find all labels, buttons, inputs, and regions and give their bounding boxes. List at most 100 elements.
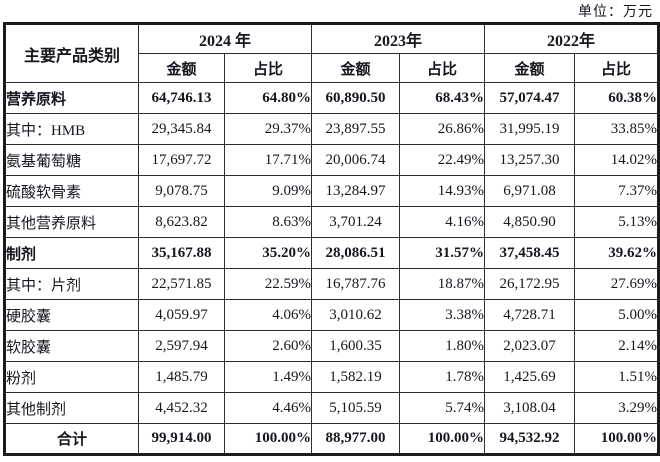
ratio-2022: 39.62% [574,237,660,269]
row-label: 其他营养原料 [4,206,139,238]
ratio-2023: 3.38% [399,299,486,331]
table-row-preparations: 制剂 35,167.88 35.20% 28,086.51 31.57% 37,… [4,237,660,269]
row-label: 氨基葡萄糖 [4,144,139,176]
ratio-2023: 26.86% [399,113,486,145]
amount-2022: 1,425.69 [484,361,576,393]
ratio-2023: 68.43% [399,82,486,114]
amount-2022: 3,108.04 [484,392,576,424]
amount-2023: 28,086.51 [311,237,401,269]
year-header-2024: 2024 年 [137,23,313,54]
amount-2024: 8,623.82 [138,206,225,238]
ratio-2023: 31.57% [399,237,486,269]
amount-2023: 23,897.55 [311,113,401,145]
unit-label: 单位：万元 [578,5,653,20]
ratio-2022: 14.02% [574,144,660,176]
amount-2023: 88,977.00 [311,423,401,455]
amount-2024: 99,914.00 [138,423,225,455]
amount-2022: 31,995.19 [484,113,576,145]
amount-2023: 16,787.76 [311,268,401,300]
amount-2022: 4,850.90 [484,206,576,238]
ratio-2023: 22.49% [399,144,486,176]
amount-2022: 57,074.47 [484,82,576,114]
ratio-2024: 64.80% [223,82,313,114]
ratio-2022: 5.13% [574,206,660,238]
amount-2023: 20,006.74 [311,144,401,176]
amount-2024: 22,571.85 [138,268,225,300]
category-header: 主要产品类别 [4,23,139,83]
table-row-other-nutrition-materials: 其他营养原料 8,623.82 8.63% 3,701.24 4.16% 4,8… [4,206,660,238]
amount-2024: 64,746.13 [138,82,225,114]
ratio-2023: 100.00% [399,423,486,455]
ratio-2022: 1.51% [574,361,660,393]
amount-2022: 13,257.30 [484,144,576,176]
table-row-tablets: 其中：片剂 22,571.85 22.59% 16,787.76 18.87% … [4,268,660,300]
product-revenue-table: 主要产品类别 2024 年 2023年 2022年 金额 占比 金额 占比 金额… [3,22,660,456]
ratio-2023: 1.80% [399,330,486,362]
ratio-2022: 100.00% [574,423,660,455]
ratio-2024: 35.20% [223,237,313,269]
table-row-hmb: 其中：HMB 29,345.84 29.37% 23,897.55 26.86%… [4,113,660,145]
row-label: 制剂 [4,237,139,269]
ratio-2024: 9.09% [223,175,313,207]
row-label: 粉剂 [4,361,139,393]
ratio-2024: 4.06% [223,299,313,331]
amount-2023: 60,890.50 [311,82,401,114]
table-row-chondroitin-sulfate: 硫酸软骨素 9,078.75 9.09% 13,284.97 14.93% 6,… [4,175,660,207]
amount-2024: 2,597.94 [138,330,225,362]
ratio-2022: 60.38% [574,82,660,114]
ratio-2023: 18.87% [399,268,486,300]
ratio-2023: 1.78% [399,361,486,393]
ratio-2024: 100.00% [223,423,313,455]
table-row-other-preparations: 其他制剂 4,452.32 4.46% 5,105.59 5.74% 3,108… [4,392,660,424]
amount-2022: 4,728.71 [484,299,576,331]
table-row-total: 合计 99,914.00 100.00% 88,977.00 100.00% 9… [4,423,660,455]
amount-2023: 3,010.62 [311,299,401,331]
year-header-2022: 2022年 [484,23,660,54]
amount-2022: 37,458.45 [484,237,576,269]
ratio-2023: 4.16% [399,206,486,238]
amount-2023: 1,600.35 [311,330,401,362]
year-header-2023: 2023年 [311,23,486,54]
ratio-2024: 22.59% [223,268,313,300]
ratio-2022: 27.69% [574,268,660,300]
amount-2022: 26,172.95 [484,268,576,300]
row-label: 硬胶囊 [4,299,139,331]
ratio-2024: 4.46% [223,392,313,424]
row-label: 其中：HMB [4,113,139,145]
amount-2024: 1,485.79 [138,361,225,393]
ratio-2024: 29.37% [223,113,313,145]
ratio-2022: 33.85% [574,113,660,145]
table-row-hard-capsules: 硬胶囊 4,059.97 4.06% 3,010.62 3.38% 4,728.… [4,299,660,331]
ratio-2023: 14.93% [399,175,486,207]
ratio-2024: 17.71% [223,144,313,176]
ratio-2023: 5.74% [399,392,486,424]
ratio-2024: 2.60% [223,330,313,362]
row-label: 合计 [4,423,139,455]
amount-2022: 94,532.92 [484,423,576,455]
amount-header-2024: 金额 [138,53,225,83]
ratio-header-2024: 占比 [223,53,313,83]
row-label: 硫酸软骨素 [4,175,139,207]
amount-2024: 4,059.97 [138,299,225,331]
table-row-nutrition-materials: 营养原料 64,746.13 64.80% 60,890.50 68.43% 5… [4,82,660,114]
amount-header-2022: 金额 [484,53,576,83]
ratio-2022: 3.29% [574,392,660,424]
table-row-soft-capsules: 软胶囊 2,597.94 2.60% 1,600.35 1.80% 2,023.… [4,330,660,362]
amount-2024: 17,697.72 [138,144,225,176]
ratio-header-2023: 占比 [399,53,486,83]
ratio-2022: 2.14% [574,330,660,362]
amount-2024: 35,167.88 [138,237,225,269]
ratio-2022: 7.37% [574,175,660,207]
amount-2023: 13,284.97 [311,175,401,207]
amount-2022: 6,971.08 [484,175,576,207]
table-row-glucosamine: 氨基葡萄糖 17,697.72 17.71% 20,006.74 22.49% … [4,144,660,176]
row-label: 营养原料 [4,82,139,114]
ratio-2022: 5.00% [574,299,660,331]
amount-2024: 29,345.84 [138,113,225,145]
ratio-header-2022: 占比 [574,53,660,83]
row-label: 软胶囊 [4,330,139,362]
amount-2022: 2,023.07 [484,330,576,362]
row-label: 其中：片剂 [4,268,139,300]
amount-2024: 4,452.32 [138,392,225,424]
